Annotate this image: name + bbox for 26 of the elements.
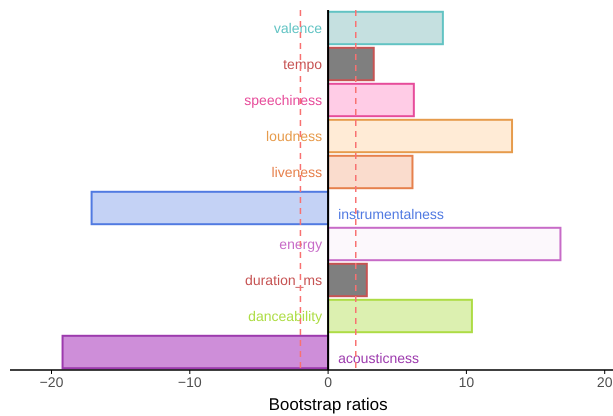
bar	[327, 46, 375, 82]
x-tick-label: 10	[458, 374, 474, 390]
bar	[327, 262, 368, 298]
y-tick-label: instrumentalness	[338, 206, 444, 222]
y-tick-label: valence	[274, 20, 322, 36]
x-tick-label: 0	[324, 374, 332, 390]
bar	[327, 118, 514, 154]
y-tick-label: energy	[279, 236, 322, 252]
x-tick-label: −10	[178, 374, 202, 390]
y-tick-label: liveness	[272, 164, 322, 180]
y-tick-label: acousticness	[338, 350, 420, 366]
bar	[327, 82, 415, 118]
y-tick-label: speechiness	[244, 92, 322, 108]
bar	[327, 10, 444, 46]
bar	[327, 298, 473, 334]
bar	[90, 190, 330, 226]
y-tick-label: loudness	[266, 128, 322, 144]
y-tick-label: tempo	[283, 56, 322, 72]
x-tick-label: 20	[596, 374, 613, 390]
bar	[62, 334, 330, 370]
y-tick-label: danceability	[248, 308, 322, 324]
x-tick-label: −20	[40, 374, 64, 390]
x-axis-title: Bootstrap ratios	[268, 395, 388, 414]
bar	[327, 154, 414, 190]
bar	[327, 226, 562, 262]
y-tick-label: duration_ms	[245, 272, 322, 288]
